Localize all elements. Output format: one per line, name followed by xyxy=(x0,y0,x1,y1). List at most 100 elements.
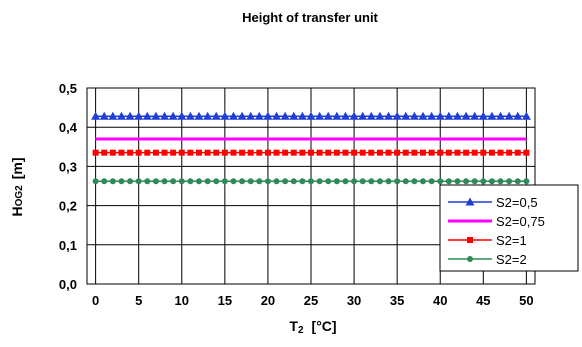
data-point xyxy=(264,178,271,185)
data-point xyxy=(496,111,506,120)
data-point xyxy=(118,149,125,156)
legend-entry: S2=1 xyxy=(448,233,527,248)
data-point xyxy=(109,149,116,156)
data-point xyxy=(135,178,142,185)
x-tick-label: 50 xyxy=(519,293,533,308)
data-point xyxy=(506,178,513,185)
data-point xyxy=(92,178,99,185)
data-point xyxy=(134,111,144,120)
x-axis-label-main: T xyxy=(289,318,298,334)
data-point xyxy=(187,149,194,156)
y-axis-label-unit: [m] xyxy=(9,157,25,179)
data-point xyxy=(237,111,247,120)
y-tick-label: 0,2 xyxy=(59,199,77,214)
data-point xyxy=(108,111,118,120)
data-point xyxy=(247,149,254,156)
data-point xyxy=(118,178,125,185)
data-point xyxy=(273,149,280,156)
y-axis-label: HOG2 [m] xyxy=(9,157,25,216)
data-point xyxy=(239,149,246,156)
data-point xyxy=(523,178,530,185)
x-tick-label: 30 xyxy=(347,293,361,308)
data-point xyxy=(306,111,316,120)
x-tick-label: 35 xyxy=(390,293,404,308)
data-point xyxy=(161,178,168,185)
data-point xyxy=(194,111,204,120)
y-tick-label: 0,3 xyxy=(59,159,77,174)
data-point xyxy=(116,111,126,120)
legend-items: S2=0,5 S2=0,75 S2=1 S2=2 xyxy=(448,195,545,267)
data-point xyxy=(437,178,444,185)
data-point xyxy=(230,178,237,185)
data-point xyxy=(323,111,333,120)
series xyxy=(91,111,531,120)
data-point xyxy=(325,149,332,156)
data-point xyxy=(256,178,263,185)
data-point xyxy=(351,149,358,156)
x-tick-label: 10 xyxy=(175,293,189,308)
data-point xyxy=(213,149,220,156)
data-point xyxy=(280,111,290,120)
data-point xyxy=(376,149,383,156)
data-point xyxy=(332,111,342,120)
data-point xyxy=(392,111,402,120)
data-point xyxy=(385,178,392,185)
data-point xyxy=(514,149,521,156)
data-point xyxy=(342,149,349,156)
data-point xyxy=(427,111,437,120)
legend-label: S2=1 xyxy=(496,233,527,248)
data-point xyxy=(109,178,116,185)
data-point xyxy=(435,111,445,120)
data-point xyxy=(144,149,151,156)
data-point xyxy=(467,237,473,243)
data-point xyxy=(368,149,375,156)
data-point xyxy=(196,178,202,185)
data-point xyxy=(358,111,368,120)
data-point xyxy=(452,111,462,120)
data-point xyxy=(340,111,350,120)
data-point xyxy=(333,178,340,185)
x-tick-label: 5 xyxy=(135,293,142,308)
data-point xyxy=(418,111,428,120)
data-point xyxy=(504,111,514,120)
data-point xyxy=(282,149,289,156)
data-point xyxy=(299,178,306,185)
data-point xyxy=(385,149,392,156)
legend-entry: S2=0,5 xyxy=(448,195,538,210)
data-point xyxy=(246,111,256,120)
data-point xyxy=(91,111,101,120)
data-point xyxy=(290,149,297,156)
x-tick-label: 45 xyxy=(476,293,490,308)
data-point xyxy=(506,149,513,156)
data-point xyxy=(420,149,426,156)
data-point xyxy=(221,178,228,185)
data-point xyxy=(273,178,280,185)
data-point xyxy=(428,149,435,156)
data-point xyxy=(454,178,461,185)
data-point xyxy=(497,149,504,156)
data-point xyxy=(359,178,366,185)
legend-label: S2=0,5 xyxy=(496,195,538,210)
data-point xyxy=(299,149,306,156)
data-point xyxy=(101,178,108,185)
data-point xyxy=(478,111,488,120)
data-point xyxy=(359,149,366,156)
legend-label: S2=2 xyxy=(496,252,527,267)
data-point xyxy=(454,149,461,156)
y-axis-ticks: 0,0 0,1 0,2 0,3 0,4 0,5 xyxy=(59,81,78,292)
x-axis-label-unit: [°C] xyxy=(312,318,337,334)
data-point xyxy=(315,111,325,120)
data-point xyxy=(289,111,299,120)
data-point xyxy=(290,178,297,185)
data-point xyxy=(308,149,314,156)
data-point xyxy=(409,111,419,120)
data-point xyxy=(127,149,134,156)
data-point xyxy=(127,178,134,185)
data-point xyxy=(144,178,151,185)
y-axis-label-main: H xyxy=(9,206,25,216)
y-tick-label: 0,0 xyxy=(59,277,77,292)
data-point xyxy=(264,149,271,156)
data-point xyxy=(445,178,452,185)
data-point xyxy=(254,111,264,120)
data-point xyxy=(394,178,401,185)
